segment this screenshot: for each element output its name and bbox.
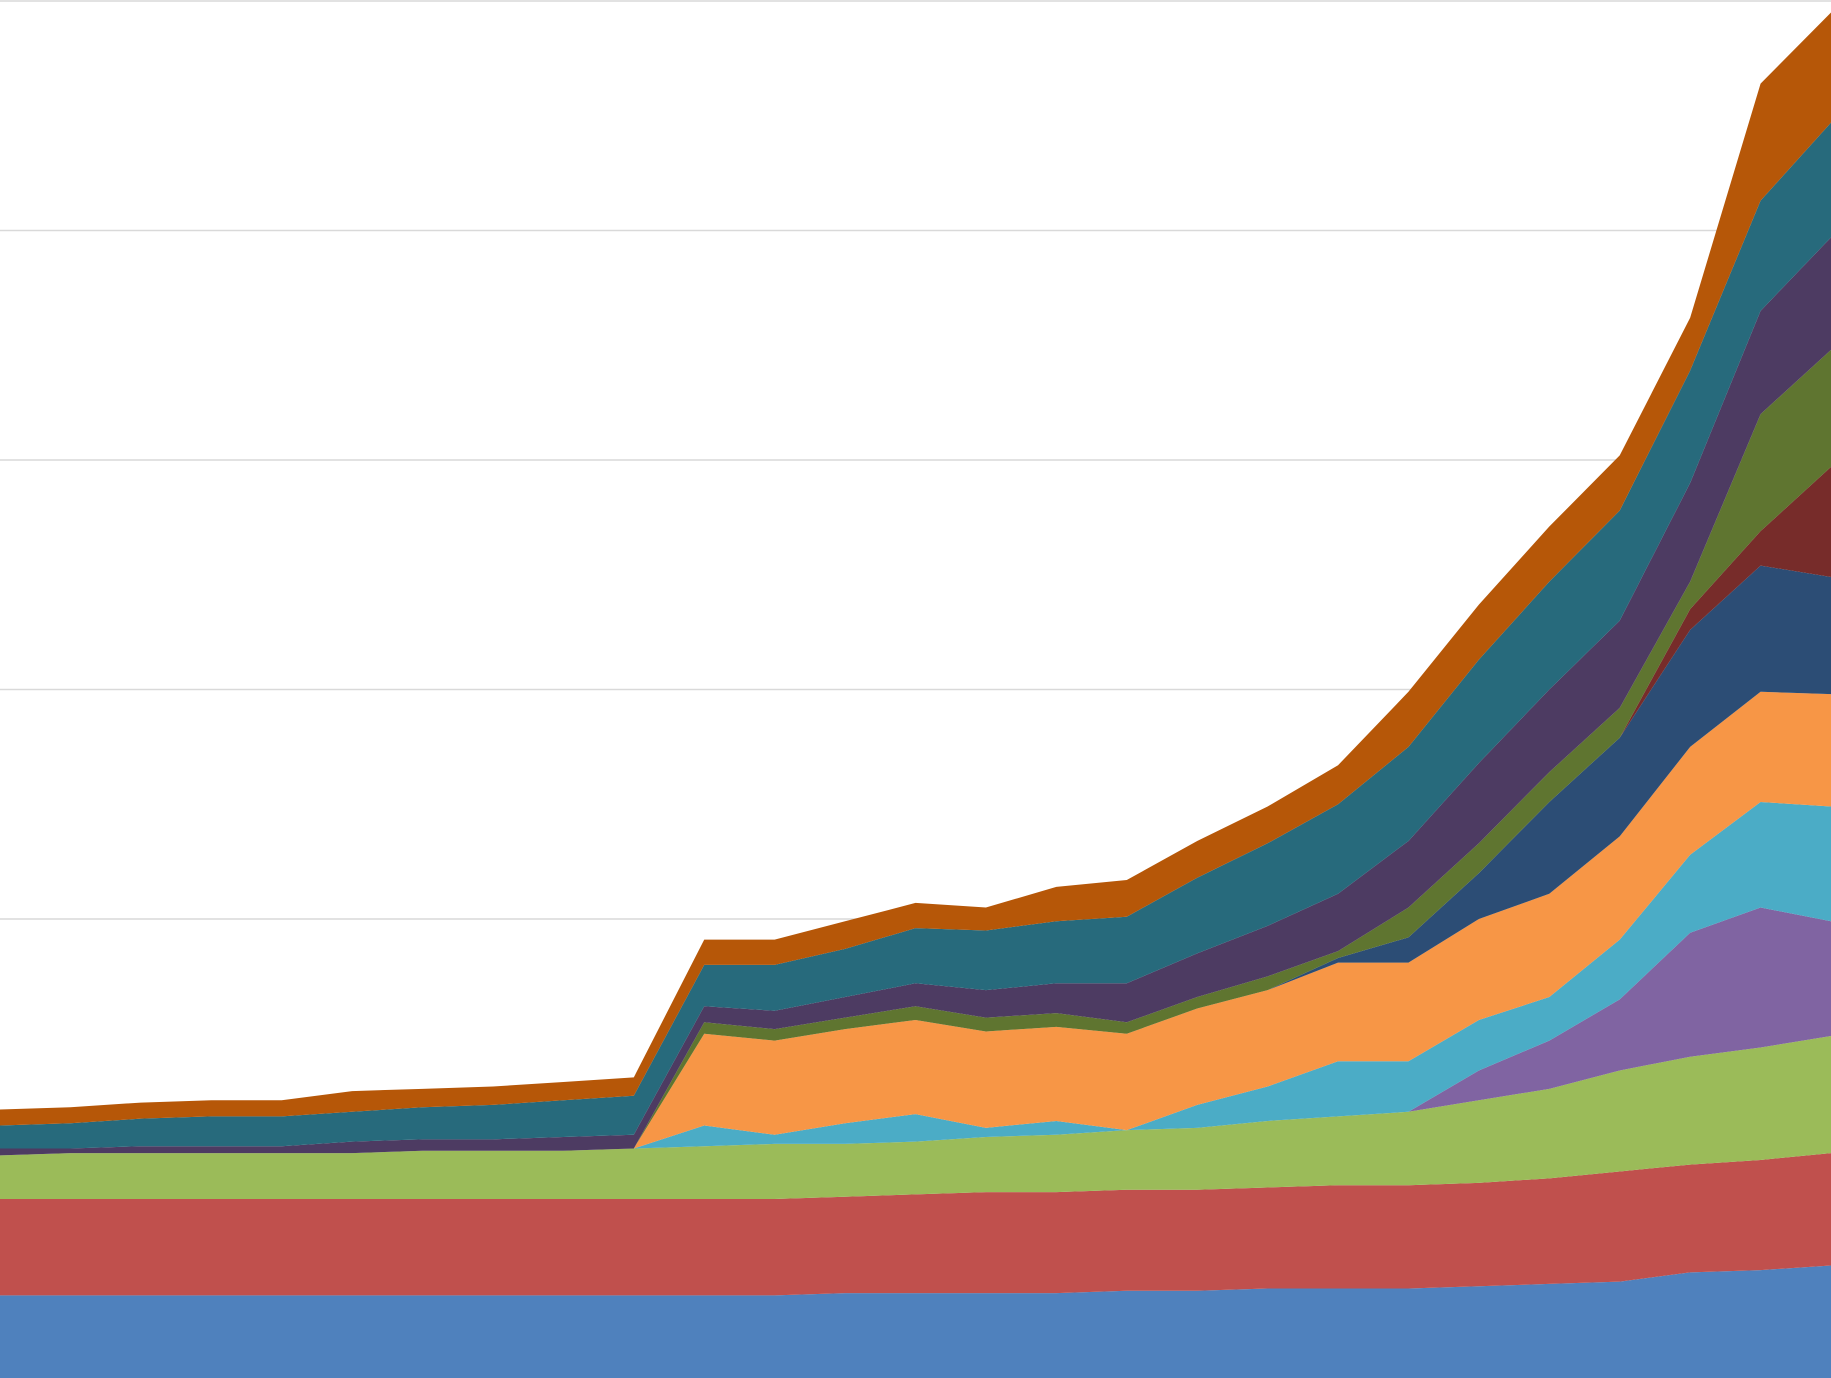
area [0, 122, 1831, 1149]
area [0, 237, 1831, 1156]
area [0, 691, 1831, 1156]
area [0, 1153, 1831, 1296]
area [0, 1265, 1831, 1378]
area [0, 801, 1831, 1156]
area [0, 12, 1831, 1126]
area [0, 1036, 1831, 1199]
